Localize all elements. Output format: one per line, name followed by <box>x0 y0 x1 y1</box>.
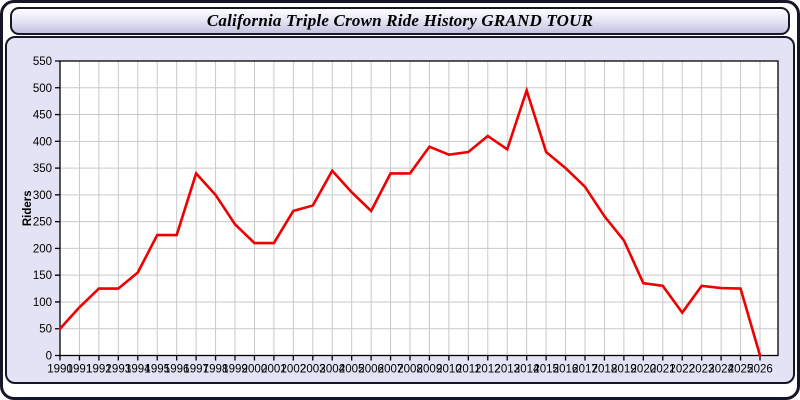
y-tick-label: 100 <box>33 297 52 309</box>
x-tick-label: 2014 <box>514 364 540 376</box>
x-tick-label: 2009 <box>417 364 443 376</box>
x-tick-label: 1998 <box>203 364 229 376</box>
x-tick-label: 2007 <box>378 364 404 376</box>
plot-border <box>59 60 779 357</box>
x-tick-label: 1991 <box>67 364 93 376</box>
x-tick-label: 2026 <box>747 364 773 376</box>
y-tick-label: 400 <box>33 136 52 148</box>
chart-title: California Triple Crown Ride History GRA… <box>206 11 594 30</box>
x-tick-label: 1993 <box>106 364 132 376</box>
x-tick-label: 2005 <box>339 364 365 376</box>
x-tick-label: 1995 <box>144 364 170 376</box>
x-tick-label: 2011 <box>456 364 481 376</box>
x-tick-label: 1994 <box>125 364 151 376</box>
x-tick-label: 2025 <box>728 364 754 376</box>
chart-canvas: 0 50 100 150 200 250 300 350 400 450 500 550 1990 199… <box>5 36 795 384</box>
x-tick-label: 2000 <box>242 364 268 376</box>
x-tick-label: 2008 <box>397 364 423 376</box>
y-tick-label: 450 <box>33 110 52 122</box>
y-tick-label: 150 <box>33 270 52 282</box>
x-tick-label: 2024 <box>708 364 734 376</box>
x-tick-label: 1997 <box>183 364 209 376</box>
y-axis-label: Riders <box>22 190 34 226</box>
x-tick-label: 2015 <box>533 364 559 376</box>
line-chart: 0501001502002503003504004505005501990199… <box>22 56 779 376</box>
y-tick-label: 250 <box>33 217 52 229</box>
x-tick-label: 2017 <box>572 364 598 376</box>
series-line-riders <box>58 86 762 357</box>
x-tick-label: 2013 <box>494 364 520 376</box>
y-tick-label: 200 <box>33 243 52 255</box>
x-tick-label: 1996 <box>164 364 190 376</box>
y-tick-label: 500 <box>33 83 52 95</box>
y-tick-label: 550 <box>33 56 52 68</box>
x-tick-label: 2006 <box>358 364 384 376</box>
x-tick-label: 2001 <box>261 364 287 376</box>
x-tick-label: 2010 <box>436 364 462 376</box>
x-tick-label: 2018 <box>592 364 618 376</box>
y-tick-label: 0 <box>46 351 52 363</box>
x-tick-label: 1990 <box>47 364 73 376</box>
y-tick-label: 300 <box>33 190 52 202</box>
x-tick-label: 1999 <box>222 364 248 376</box>
plot-area <box>60 61 778 356</box>
x-tick-label: 2021 <box>650 364 676 376</box>
title-bar: California Triple Crown Ride History GRA… <box>10 7 790 35</box>
x-tick-label: 2022 <box>669 364 695 376</box>
y-tick-label: 350 <box>33 163 52 175</box>
x-tick-label: 2020 <box>631 364 657 376</box>
x-tick-label: 2012 <box>475 364 501 376</box>
y-tick-label: 50 <box>39 324 52 336</box>
x-tick-label: 2004 <box>319 364 345 376</box>
x-tick-label: 2002 <box>281 364 307 376</box>
x-tick-label: 2016 <box>553 364 579 376</box>
x-tick-label: 2023 <box>689 364 715 376</box>
x-tick-label: 2003 <box>300 364 326 376</box>
x-tick-label: 2019 <box>611 364 637 376</box>
x-tick-label: 1992 <box>86 364 112 376</box>
